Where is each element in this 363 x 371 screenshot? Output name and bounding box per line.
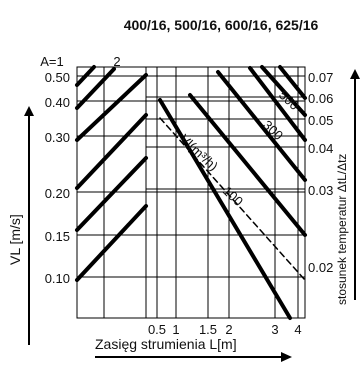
left-series-line	[75, 65, 96, 87]
y-right-tick: 0.02	[308, 260, 333, 275]
left-series-line	[75, 113, 148, 190]
a-label-2: 2	[113, 54, 120, 69]
y-left-tick: 0.30	[45, 130, 70, 145]
diagonal-series-line	[159, 117, 306, 281]
x-tick: 1	[172, 322, 179, 337]
left-series-line	[75, 73, 148, 142]
y-axis-left-label: VL [m/s]	[7, 214, 23, 265]
x-tick: 3	[271, 322, 278, 337]
chart-title: 400/16, 500/16, 600/16, 625/16	[124, 17, 319, 33]
x-tick: 0.5	[148, 322, 166, 337]
y-left-tick: 0.20	[45, 186, 70, 201]
y-right-tick: 0.07	[308, 70, 333, 85]
left-series-line	[75, 204, 148, 282]
y-left-tick: 0.40	[45, 95, 70, 110]
grid	[76, 66, 306, 319]
x-tick: 1.5	[199, 322, 217, 337]
a-label-1: A=1	[40, 54, 64, 69]
x-axis-label: Zasięg strumienia L[m]	[95, 336, 237, 352]
left-lines	[75, 65, 148, 282]
y-left-tick: 0.10	[45, 271, 70, 286]
diagonal-series-line	[158, 98, 292, 320]
bottom-axis-arrowhead-icon	[281, 352, 292, 362]
y-right-tick: 0.06	[308, 91, 333, 106]
diagonal-series-line	[260, 65, 307, 117]
diagonal-series	[158, 65, 307, 320]
y-left-tick: 0.50	[45, 70, 70, 85]
diagonal-series-line	[188, 93, 307, 237]
left-series-line	[75, 156, 148, 232]
x-tick-labels: 0.5 1 1.5 2 3 4	[148, 322, 302, 337]
x-tick: 2	[225, 322, 232, 337]
axes-extras	[24, 69, 360, 362]
diagonal-series-line	[216, 70, 307, 182]
a-labels: A=1 2	[40, 54, 120, 69]
left-y-tick-labels: 0.50 0.40 0.30 0.20 0.15 0.10	[45, 70, 70, 286]
x-tick: 4	[294, 322, 301, 337]
right-y-tick-labels: 0.07 0.06 0.05 0.04 0.03 0.02	[308, 70, 333, 275]
y-right-tick: 0.03	[308, 183, 333, 198]
diagonal-series-line	[278, 65, 307, 100]
right-axis-arrowhead-icon	[350, 69, 360, 79]
series-label: 300	[260, 117, 286, 143]
left-series-line	[75, 67, 116, 110]
left-axis-arrowhead-icon	[24, 106, 34, 116]
y-right-tick: 0.05	[308, 113, 333, 128]
y-right-tick: 0.04	[308, 141, 333, 156]
y-left-tick: 0.15	[45, 229, 70, 244]
y-axis-right-label: stosunek temperatur ΔtL/Δtz	[335, 154, 349, 305]
diagonal-series-line	[248, 66, 307, 142]
